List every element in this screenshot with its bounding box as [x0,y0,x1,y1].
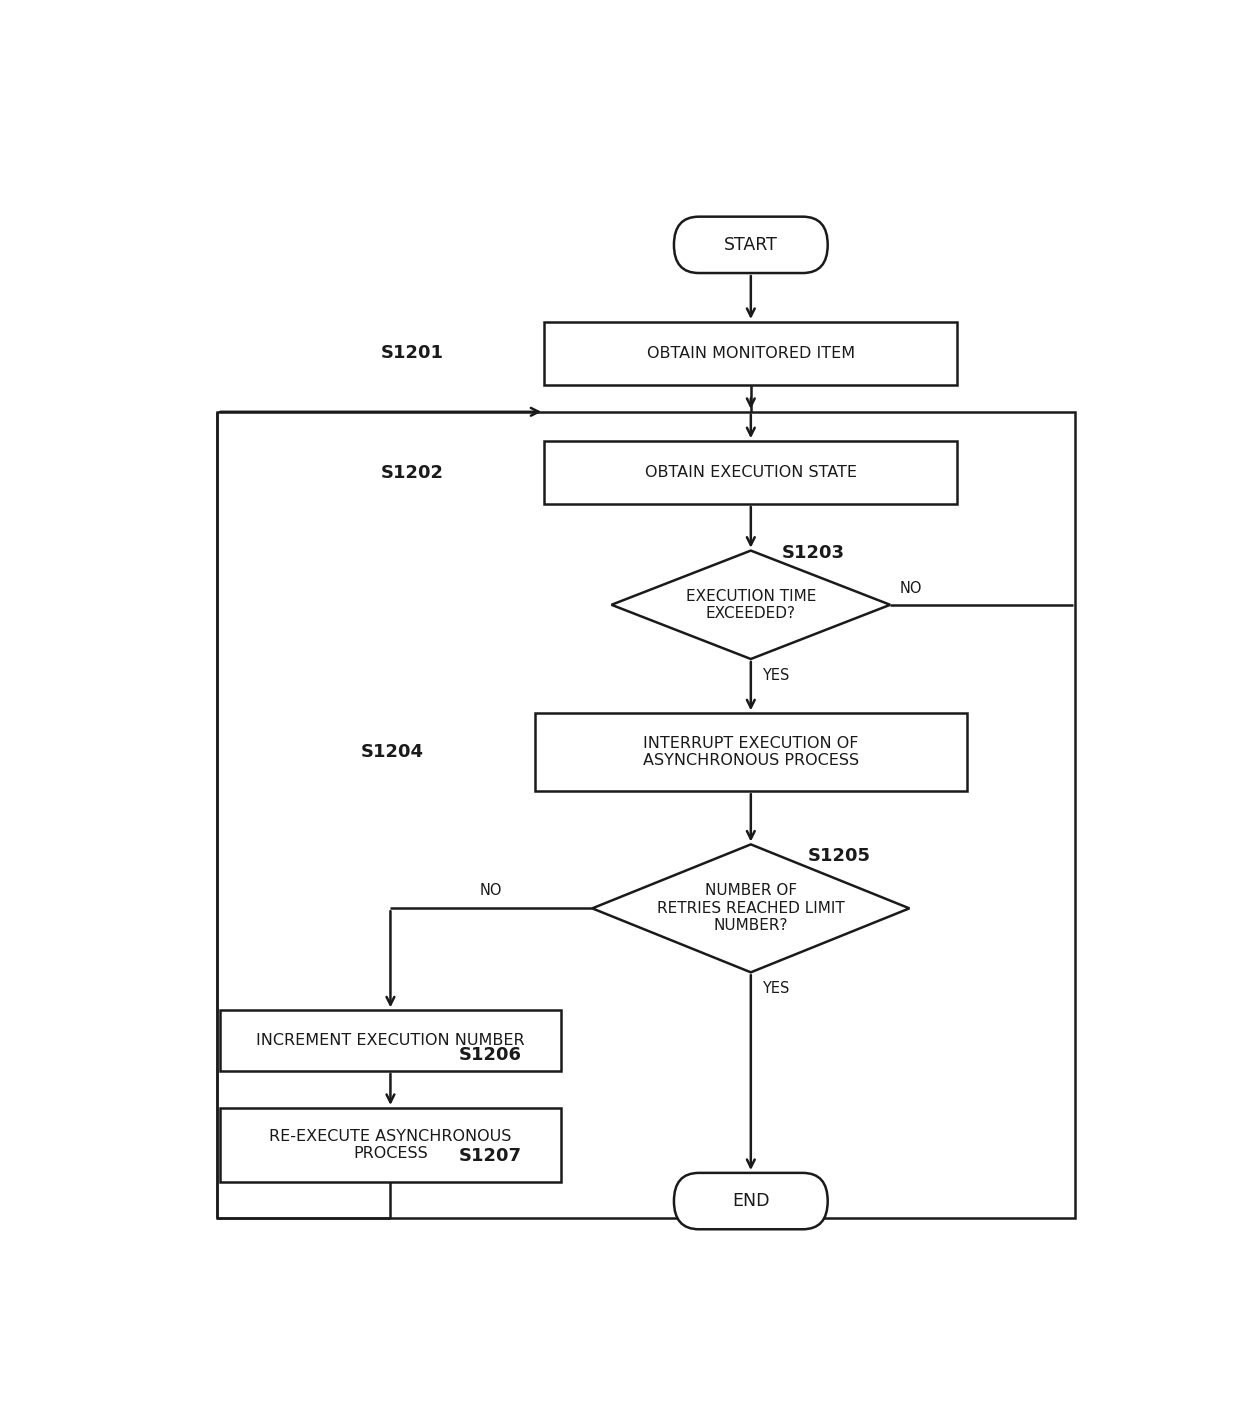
Text: NUMBER OF
RETRIES REACHED LIMIT
NUMBER?: NUMBER OF RETRIES REACHED LIMIT NUMBER? [657,883,844,934]
Bar [219,1108,560,1181]
Bar [217,411,1075,1218]
Text: S1207: S1207 [459,1146,522,1164]
Text: EXECUTION TIME
EXCEEDED?: EXECUTION TIME EXCEEDED? [686,589,816,621]
Text: END: END [732,1193,770,1209]
Text: INCREMENT EXECUTION NUMBER: INCREMENT EXECUTION NUMBER [257,1033,525,1048]
Text: S1205: S1205 [808,848,870,866]
Text: RE-EXECUTE ASYNCHRONOUS
PROCESS: RE-EXECUTE ASYNCHRONOUS PROCESS [269,1128,512,1162]
Text: YES: YES [763,981,790,995]
Text: START: START [724,237,777,253]
Bar [544,322,957,384]
Text: NO: NO [900,582,923,596]
Text: NO: NO [480,883,502,897]
FancyBboxPatch shape [675,1173,828,1229]
Polygon shape [593,845,909,973]
FancyBboxPatch shape [675,217,828,273]
Polygon shape [611,551,890,659]
Text: S1203: S1203 [782,543,844,562]
Text: OBTAIN EXECUTION STATE: OBTAIN EXECUTION STATE [645,465,857,480]
Bar [534,714,967,791]
Text: S1206: S1206 [459,1046,522,1063]
Text: YES: YES [763,667,790,683]
Bar [219,1011,560,1071]
Text: INTERRUPT EXECUTION OF
ASYNCHRONOUS PROCESS: INTERRUPT EXECUTION OF ASYNCHRONOUS PROC… [642,736,859,769]
Bar [544,441,957,504]
Text: S1204: S1204 [361,743,424,762]
Text: S1201: S1201 [381,345,444,362]
Text: S1202: S1202 [381,463,444,482]
Text: OBTAIN MONITORED ITEM: OBTAIN MONITORED ITEM [647,346,854,360]
